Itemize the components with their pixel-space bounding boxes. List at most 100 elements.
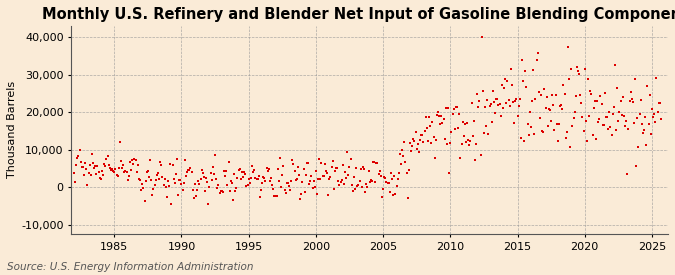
Point [647, 115, 658, 119]
Point [156, 163, 167, 168]
Point [354, 179, 365, 183]
Point [295, 196, 306, 201]
Point [586, 92, 597, 96]
Point [419, 129, 430, 133]
Point [213, 182, 224, 187]
Point [155, 160, 165, 164]
Point [499, 86, 510, 90]
Point [495, 113, 506, 118]
Point [414, 150, 425, 154]
Point [229, 172, 240, 177]
Point [387, 193, 398, 197]
Point [81, 167, 92, 172]
Point [219, 169, 230, 174]
Point [383, 181, 394, 185]
Point [227, 181, 238, 185]
Point [464, 143, 475, 147]
Point [631, 164, 642, 168]
Point [348, 174, 359, 179]
Point [370, 179, 381, 184]
Point [290, 178, 301, 182]
Point [364, 180, 375, 184]
Point [477, 89, 488, 93]
Point [481, 124, 491, 128]
Text: Source: U.S. Energy Information Administration: Source: U.S. Energy Information Administ… [7, 262, 253, 272]
Point [624, 98, 635, 103]
Point [173, 192, 184, 197]
Point [146, 178, 157, 183]
Point [358, 165, 369, 170]
Point [622, 172, 632, 177]
Point [547, 93, 558, 98]
Point [299, 189, 310, 194]
Point [390, 192, 401, 196]
Point [580, 119, 591, 124]
Point [142, 169, 153, 173]
Point [651, 76, 661, 81]
Point [491, 97, 502, 101]
Point [439, 137, 450, 141]
Point [277, 173, 288, 177]
Point [608, 112, 618, 116]
Point [510, 99, 520, 103]
Point [558, 83, 569, 87]
Point [88, 166, 99, 170]
Point [168, 176, 179, 181]
Point [578, 129, 589, 133]
Point [324, 177, 335, 182]
Point [211, 177, 221, 181]
Point [516, 58, 527, 62]
Point [597, 123, 608, 127]
Point [343, 173, 354, 177]
Point [327, 159, 338, 163]
Point [551, 122, 562, 127]
Point [485, 102, 496, 107]
Point [188, 196, 199, 200]
Point [526, 99, 537, 103]
Point [256, 181, 267, 185]
Point [606, 133, 617, 137]
Point [183, 168, 194, 173]
Point [521, 85, 532, 89]
Point [435, 122, 446, 126]
Point [545, 119, 556, 123]
Point [506, 83, 517, 88]
Point [310, 169, 321, 173]
Point [153, 171, 163, 175]
Point [389, 174, 400, 178]
Point [482, 98, 493, 103]
Point [355, 167, 366, 171]
Point [92, 164, 103, 169]
Point [321, 169, 331, 173]
Point [340, 170, 350, 175]
Point [251, 177, 262, 181]
Point [126, 168, 136, 172]
Point [345, 157, 356, 162]
Point [171, 172, 182, 176]
Point [572, 68, 583, 73]
Point [333, 178, 344, 183]
Point [292, 177, 302, 181]
Point [331, 166, 342, 170]
Point [368, 160, 379, 165]
Point [480, 105, 491, 109]
Point [443, 106, 454, 111]
Point [329, 187, 340, 191]
Point [401, 171, 412, 175]
Point [530, 97, 541, 101]
Point [533, 90, 544, 95]
Point [282, 181, 293, 185]
Point [639, 128, 649, 133]
Point [97, 169, 107, 174]
Point [323, 193, 333, 197]
Point [71, 163, 82, 167]
Point [550, 93, 561, 97]
Point [417, 133, 428, 137]
Point [263, 168, 273, 173]
Point [575, 93, 586, 97]
Point [503, 97, 514, 102]
Point [230, 189, 240, 194]
Point [238, 174, 248, 179]
Point [369, 160, 379, 164]
Point [635, 98, 646, 102]
